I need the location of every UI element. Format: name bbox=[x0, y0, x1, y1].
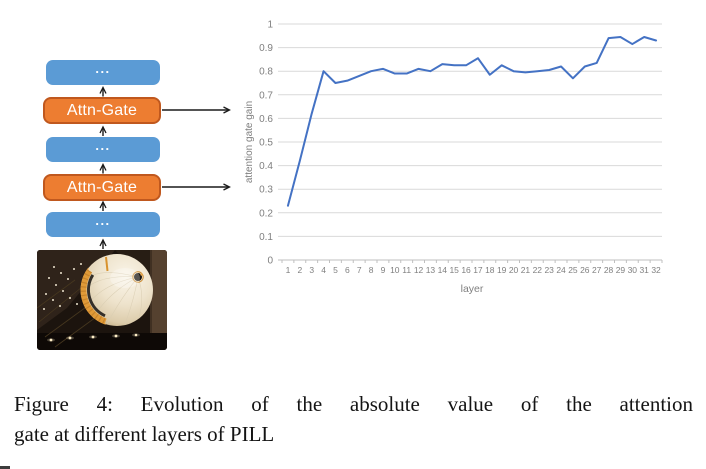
svg-text:0.9: 0.9 bbox=[259, 43, 273, 54]
x-axis-title: layer bbox=[461, 283, 484, 295]
svg-text:32: 32 bbox=[651, 265, 661, 275]
svg-text:8: 8 bbox=[369, 265, 374, 275]
svg-text:7: 7 bbox=[357, 265, 362, 275]
block-label: ... bbox=[95, 213, 111, 228]
cropped-content-sliver bbox=[0, 466, 10, 469]
pill-architecture-diagram: ... Attn-Gate ... Attn-Gate ... bbox=[0, 0, 240, 365]
svg-text:19: 19 bbox=[497, 265, 507, 275]
figure-caption: Figure 4: Evolution of the absolute valu… bbox=[14, 389, 693, 449]
svg-text:6: 6 bbox=[345, 265, 350, 275]
svg-text:25: 25 bbox=[568, 265, 578, 275]
block-label: ... bbox=[95, 61, 111, 76]
transformer-block-top: ... bbox=[46, 60, 160, 85]
attention-gain-chart: 00.10.20.30.40.50.60.70.80.911 2 3 4 5 6 7 8 9 10… bbox=[244, 20, 663, 295]
y-gridlines bbox=[278, 23, 662, 261]
y-tick-labels: 0 0.1 0.2 0.3 0.4 0.5 0.6 0.7 0.8 0.9 1 bbox=[259, 20, 273, 267]
svg-text:17: 17 bbox=[473, 265, 483, 275]
svg-text:21: 21 bbox=[521, 265, 531, 275]
attn-gate-label: Attn-Gate bbox=[66, 178, 138, 196]
svg-text:3: 3 bbox=[309, 265, 314, 275]
transformer-block-middle: ... bbox=[46, 137, 160, 162]
svg-text:13: 13 bbox=[426, 265, 436, 275]
svg-text:1: 1 bbox=[286, 265, 291, 275]
svg-text:11: 11 bbox=[402, 265, 411, 275]
svg-text:0.6: 0.6 bbox=[259, 114, 273, 125]
svg-text:0.3: 0.3 bbox=[259, 185, 273, 196]
svg-text:31: 31 bbox=[639, 265, 649, 275]
svg-text:18: 18 bbox=[485, 265, 495, 275]
svg-text:23: 23 bbox=[544, 265, 554, 275]
attention-gain-line bbox=[286, 35, 658, 207]
x-axis bbox=[278, 259, 663, 263]
attn-gate-lower: Attn-Gate bbox=[43, 174, 161, 201]
svg-text:24: 24 bbox=[556, 265, 566, 275]
figure-caption-line1: Figure 4: Evolution of the absolute valu… bbox=[14, 392, 693, 416]
svg-text:9: 9 bbox=[381, 265, 386, 275]
svg-text:20: 20 bbox=[509, 265, 519, 275]
svg-text:26: 26 bbox=[580, 265, 590, 275]
svg-text:0.5: 0.5 bbox=[259, 138, 273, 149]
svg-text:30: 30 bbox=[628, 265, 638, 275]
input-image-hangar-balloon bbox=[37, 250, 167, 350]
svg-text:0.2: 0.2 bbox=[259, 208, 273, 219]
svg-text:0: 0 bbox=[267, 256, 273, 267]
transformer-block-bottom: ... bbox=[46, 212, 160, 237]
svg-text:16: 16 bbox=[461, 265, 471, 275]
block-label: ... bbox=[95, 138, 111, 153]
svg-text:4: 4 bbox=[321, 265, 326, 275]
svg-text:22: 22 bbox=[533, 265, 543, 275]
svg-text:29: 29 bbox=[616, 265, 626, 275]
svg-text:2: 2 bbox=[297, 265, 302, 275]
svg-text:0.4: 0.4 bbox=[259, 161, 273, 172]
svg-text:28: 28 bbox=[604, 265, 614, 275]
attn-gate-label: Attn-Gate bbox=[66, 101, 138, 119]
svg-text:27: 27 bbox=[592, 265, 602, 275]
figure-caption-line2: gate at different layers of PILL bbox=[14, 422, 275, 446]
svg-text:15: 15 bbox=[449, 265, 459, 275]
svg-text:10: 10 bbox=[390, 265, 400, 275]
attn-gate-upper: Attn-Gate bbox=[43, 97, 161, 124]
x-tick-labels: 1 2 3 4 5 6 7 8 9 10 11 12 13 14 15 16 17 18 19 20 21 22 23 24 2… bbox=[286, 265, 661, 275]
y-axis-title: attention gate gain bbox=[244, 101, 255, 183]
svg-text:12: 12 bbox=[414, 265, 424, 275]
svg-text:0.1: 0.1 bbox=[259, 232, 273, 243]
svg-text:1: 1 bbox=[267, 20, 273, 31]
svg-text:0.7: 0.7 bbox=[259, 90, 273, 101]
svg-text:0.8: 0.8 bbox=[259, 67, 273, 78]
balloon-sphere bbox=[81, 254, 153, 326]
svg-text:5: 5 bbox=[333, 265, 338, 275]
hangar-balloon-illustration bbox=[37, 250, 167, 350]
svg-text:14: 14 bbox=[438, 265, 448, 275]
